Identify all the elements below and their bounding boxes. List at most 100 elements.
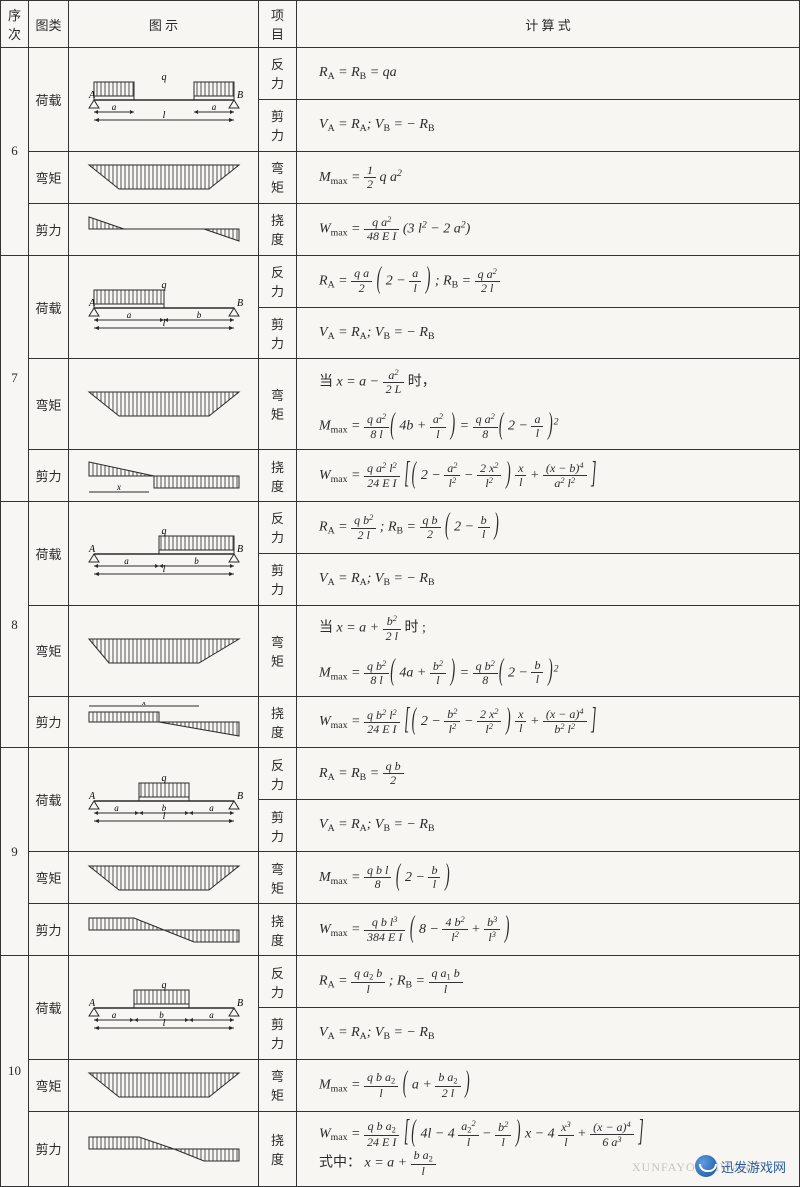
svg-text:A: A <box>88 791 96 802</box>
item-cell: 挠度 <box>259 904 297 956</box>
formula-cell: Wmax = q b2 l224 E I [( 2 − b2l2 − 2 x2l… <box>297 696 800 748</box>
type-cell: 剪力 <box>29 696 69 748</box>
svg-text:B: B <box>237 998 243 1009</box>
svg-text:q: q <box>161 280 166 291</box>
diagram-cell: ABqlaba <box>69 956 259 1060</box>
h-type: 图类 <box>29 1 69 48</box>
formula-cell: VA = RA; VB = − RB <box>297 307 800 359</box>
h-formula: 计 算 式 <box>297 1 800 48</box>
diagram-cell: x <box>69 450 259 502</box>
table-row: 10荷载ABqlaba反力RA = q a2 bl ; RB = q a1 bl <box>1 956 800 1008</box>
formula-cell: RA = q a2 bl ; RB = q a1 bl <box>297 956 800 1008</box>
svg-text:q: q <box>161 980 166 991</box>
svg-text:b: b <box>196 310 201 320</box>
diagram-cell <box>69 852 259 904</box>
diagram-cell <box>69 605 259 696</box>
type-cell: 荷载 <box>29 748 69 852</box>
formula-table: 序次 图类 图 示 项目 计 算 式 6荷载ABqlaa反力RA = RB = … <box>0 0 800 1187</box>
formula-cell: Mmax = q b a2l ( a + b a22 l ) <box>297 1059 800 1111</box>
svg-text:l: l <box>162 110 165 121</box>
type-cell: 弯矩 <box>29 151 69 203</box>
diagram-cell: x <box>69 696 259 748</box>
item-cell: 反力 <box>259 748 297 800</box>
watermark-text: 迅发游戏网 <box>721 1157 786 1176</box>
formula-cell: RA = RB = qa <box>297 48 800 100</box>
formula-cell: Wmax = q a2 l224 E I [( 2 − a2l2 − 2 x2l… <box>297 450 800 502</box>
svg-text:A: A <box>88 998 96 1009</box>
item-cell: 反力 <box>259 48 297 100</box>
seq-cell: 10 <box>1 956 29 1187</box>
formula-cell: VA = RA; VB = − RB <box>297 553 800 605</box>
svg-text:A: A <box>88 90 96 101</box>
h-item: 项目 <box>259 1 297 48</box>
svg-text:B: B <box>237 298 243 309</box>
diagram-cell: ABqlab <box>69 502 259 606</box>
item-cell: 挠度 <box>259 450 297 502</box>
table-row: 弯矩弯矩当 x = a − a22 L 时，Mmax = q a28 l( 4b… <box>1 359 800 450</box>
type-cell: 剪力 <box>29 203 69 255</box>
item-cell: 反力 <box>259 255 297 307</box>
svg-text:A: A <box>88 298 96 309</box>
item-cell: 反力 <box>259 502 297 554</box>
svg-text:B: B <box>237 544 243 555</box>
item-cell: 挠度 <box>259 203 297 255</box>
formula-cell: Mmax = q b l8 ( 2 − bl ) <box>297 852 800 904</box>
svg-text:B: B <box>237 90 243 101</box>
type-cell: 剪力 <box>29 1111 69 1186</box>
formula-cell: VA = RA; VB = − RB <box>297 1007 800 1059</box>
svg-text:x: x <box>141 702 146 707</box>
table-row: 弯矩弯矩Mmax = 12 q a2 <box>1 151 800 203</box>
svg-text:a: a <box>124 556 129 566</box>
item-cell: 弯矩 <box>259 151 297 203</box>
logo-icon <box>695 1155 717 1177</box>
svg-text:a: a <box>209 1010 214 1020</box>
formula-cell: VA = RA; VB = − RB <box>297 99 800 151</box>
formula-cell: RA = q b22 l ; RB = q b2 ( 2 − bl ) <box>297 502 800 554</box>
table-row: 8荷载ABqlab反力RA = q b22 l ; RB = q b2 ( 2 … <box>1 502 800 554</box>
table-row: 弯矩弯矩Mmax = q b a2l ( a + b a22 l ) <box>1 1059 800 1111</box>
formula-cell: RA = RB = q b2 <box>297 748 800 800</box>
item-cell: 反力 <box>259 956 297 1008</box>
item-cell: 挠度 <box>259 1111 297 1186</box>
svg-text:q: q <box>161 773 166 784</box>
svg-text:B: B <box>237 791 243 802</box>
type-cell: 荷载 <box>29 502 69 606</box>
svg-text:b: b <box>194 556 199 566</box>
table-row: 剪力 挠度Wmax = q b l3384 E I ( 8 − 4 b2l2 + … <box>1 904 800 956</box>
svg-text:b: b <box>161 803 166 813</box>
item-cell: 弯矩 <box>259 1059 297 1111</box>
svg-text:a: a <box>126 310 131 320</box>
type-cell: 弯矩 <box>29 359 69 450</box>
item-cell: 弯矩 <box>259 852 297 904</box>
type-cell: 剪力 <box>29 904 69 956</box>
h-diag: 图 示 <box>69 1 259 48</box>
type-cell: 弯矩 <box>29 1059 69 1111</box>
item-cell: 挠度 <box>259 696 297 748</box>
diagram-cell: ABqlab <box>69 255 259 359</box>
svg-text:A: A <box>88 544 96 555</box>
item-cell: 剪力 <box>259 800 297 852</box>
h-seq: 序次 <box>1 1 29 48</box>
svg-text:a: a <box>114 803 119 813</box>
diagram-cell: ABqlaba <box>69 748 259 852</box>
formula-cell: Wmax = q b l3384 E I ( 8 − 4 b2l2 + b3l3… <box>297 904 800 956</box>
formula-cell: 当 x = a − a22 L 时，Mmax = q a28 l( 4b + a… <box>297 359 800 450</box>
diagram-cell: ABqlaa <box>69 48 259 152</box>
svg-text:a: a <box>111 102 116 112</box>
diagram-cell <box>69 359 259 450</box>
type-cell: 弯矩 <box>29 852 69 904</box>
header-row: 序次 图类 图 示 项目 计 算 式 <box>1 1 800 48</box>
svg-text:a: a <box>211 102 216 112</box>
formula-cell: 当 x = a + b22 l 时 ;Mmax = q b28 l( 4a + … <box>297 605 800 696</box>
formula-cell: VA = RA; VB = − RB <box>297 800 800 852</box>
type-cell: 荷载 <box>29 48 69 152</box>
type-cell: 剪力 <box>29 450 69 502</box>
diagram-cell <box>69 904 259 956</box>
seq-cell: 8 <box>1 502 29 748</box>
diagram-cell <box>69 151 259 203</box>
diagram-cell <box>69 203 259 255</box>
table-row: 弯矩弯矩当 x = a + b22 l 时 ;Mmax = q b28 l( 4… <box>1 605 800 696</box>
table-row: 剪力x挠度Wmax = q a2 l224 E I [( 2 − a2l2 − … <box>1 450 800 502</box>
item-cell: 剪力 <box>259 99 297 151</box>
svg-text:q: q <box>161 526 166 537</box>
